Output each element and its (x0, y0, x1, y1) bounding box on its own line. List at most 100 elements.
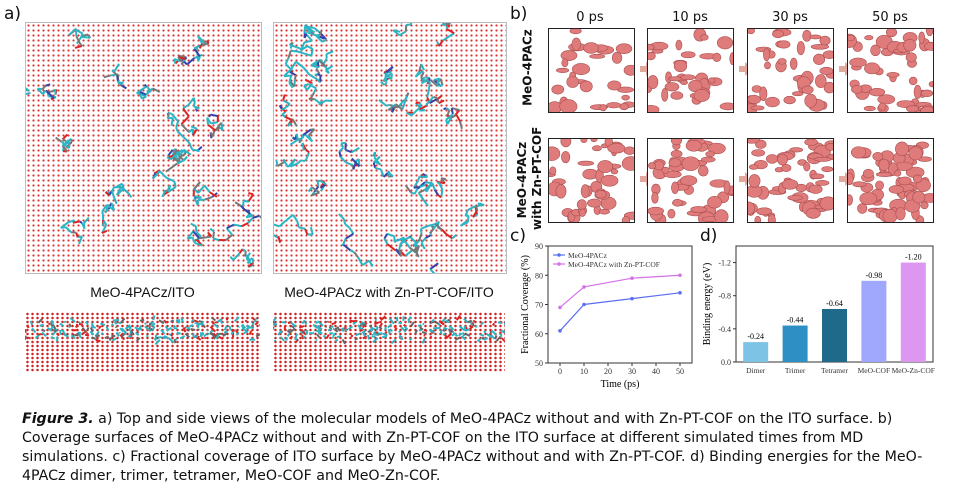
coverage-blob (724, 181, 730, 194)
molecule-bond (60, 330, 61, 335)
coverage-blob (904, 39, 916, 51)
molecule-bond (443, 330, 445, 331)
molecule-bond (171, 118, 172, 126)
molecule-bond (54, 90, 55, 91)
molecule-bond (214, 324, 218, 328)
coverage-blob (820, 197, 833, 210)
coverage-blob (715, 210, 729, 222)
molecule-bond (236, 331, 238, 333)
molecule-bond (474, 320, 475, 322)
coverage-blob (567, 76, 579, 87)
molecule-bond (145, 326, 149, 330)
molecule-bond (426, 235, 431, 238)
molecule-bond (502, 330, 503, 333)
molecule-bond (292, 119, 297, 127)
molecule-bond (25, 336, 26, 340)
molecule-bond (227, 228, 233, 235)
molecule-bond (278, 331, 281, 335)
coverage-blob (790, 58, 797, 69)
coverage-blob (556, 68, 569, 73)
molecule-bond (306, 150, 309, 153)
molecule-bond (182, 318, 183, 322)
coverage-blob (894, 170, 901, 176)
coverage-blob (674, 60, 687, 71)
molecule-bond (418, 325, 421, 326)
molecule-bond (305, 158, 307, 161)
molecule-bond (213, 322, 215, 324)
molecule-bond (438, 96, 442, 99)
molecule-bond (375, 168, 381, 169)
molecule-bond (274, 318, 276, 321)
molecule-bond (51, 337, 55, 338)
molecule-bond (213, 239, 219, 240)
molecule-bond (204, 334, 207, 336)
molecule-bond (363, 261, 370, 266)
coverage-blob (577, 200, 586, 210)
molecule-bond (457, 316, 460, 321)
molecule-bond (45, 84, 50, 85)
molecule-bond (478, 338, 481, 341)
coverage-blob (811, 174, 824, 179)
coverage-blob (591, 139, 598, 142)
molecule-bond (140, 320, 144, 321)
molecule-bond (119, 323, 121, 324)
molecule-bond (502, 338, 505, 341)
molecule-bond (344, 245, 351, 251)
molecule-bond (349, 227, 353, 233)
molecule-bond (117, 75, 118, 80)
molecule-bond (384, 234, 387, 239)
molecule-bond (174, 163, 178, 166)
molecule-bond (105, 336, 109, 338)
coverage-blob (871, 45, 881, 56)
caption-right-model: MeO-4PACz with Zn-PT-COF/ITO (268, 284, 510, 300)
molecule-bond (291, 336, 292, 339)
molecule-bond (88, 327, 89, 329)
coverage-blob (648, 207, 664, 215)
molecule-bond (115, 64, 119, 72)
molecule-bond (101, 333, 102, 335)
molecule-bond (107, 327, 109, 331)
molecule-bond (86, 322, 88, 325)
molecule-bond (293, 215, 297, 221)
molecule-bond (297, 134, 298, 139)
coverage-blob (851, 147, 866, 159)
molecule-bond (176, 121, 178, 127)
coverage-blob (878, 95, 895, 104)
molecule-bond (184, 138, 189, 143)
molecule-bond (323, 336, 325, 337)
molecule-bond (421, 64, 424, 70)
molecule-bond (116, 327, 117, 328)
side-view-meo-4pacz-with-cof (273, 312, 505, 372)
y-tick-label: 60 (535, 330, 543, 339)
molecule-bond (149, 330, 150, 331)
molecule-bond (408, 317, 411, 321)
coverage-blob (713, 53, 721, 62)
molecule-bond (150, 323, 151, 326)
molecule-bond (226, 317, 227, 320)
y-tick-label: -0.8 (718, 292, 731, 301)
coverage-blob (820, 36, 830, 45)
molecule-bond (213, 131, 214, 136)
molecule-bond (183, 108, 189, 116)
molecule-bond (452, 235, 456, 239)
coverage-surface-r2-c4 (847, 138, 934, 223)
molecule-bond (53, 330, 57, 331)
molecule-bond (253, 216, 260, 218)
time-header-30: 30 ps (745, 10, 835, 25)
coverage-surface-r1-c2 (647, 28, 734, 113)
y-tick-label: 90 (535, 242, 543, 251)
molecule-bond (288, 51, 290, 58)
coverage-blob (560, 100, 577, 112)
molecule-bond (359, 328, 363, 329)
coverage-blob (580, 81, 592, 92)
molecule-bond (381, 316, 385, 320)
molecule-bond (465, 326, 466, 331)
molecule-bond (440, 184, 443, 190)
molecule-bond (381, 82, 385, 85)
molecule-bond (153, 324, 155, 325)
figure-label: Figure 3. (22, 411, 94, 427)
molecule-bond (452, 108, 453, 114)
molecule-bond (172, 333, 173, 337)
molecule-bond (210, 333, 213, 334)
